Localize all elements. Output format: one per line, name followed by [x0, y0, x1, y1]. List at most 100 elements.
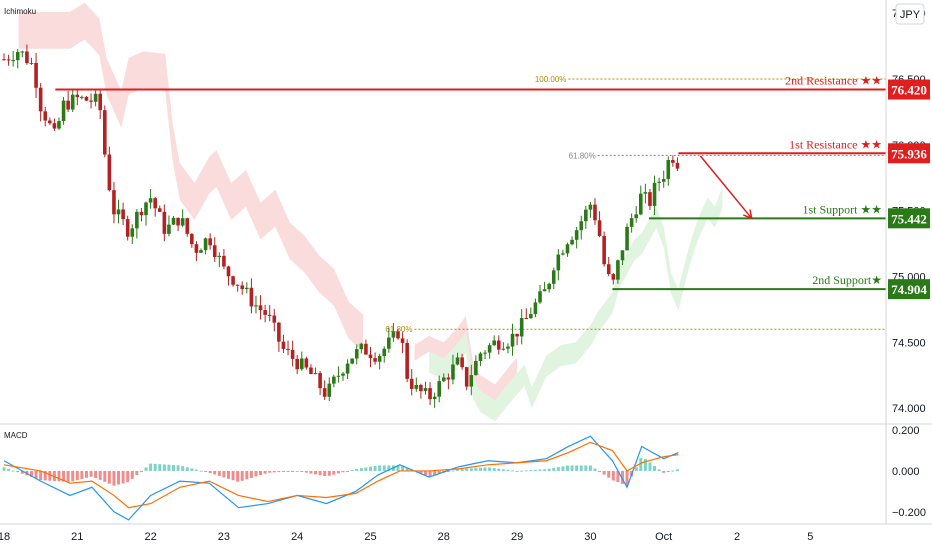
projection-arrow: [699, 155, 753, 220]
level-badge: [888, 79, 930, 100]
candle-body: [222, 255, 226, 267]
candle-body: [556, 254, 561, 271]
time-axis[interactable]: 18 21 22 23 24 25 28 29 30 Oct 2 5: [0, 531, 813, 543]
currency-badge[interactable]: JPY: [900, 9, 921, 21]
macd-histogram-bar: [437, 470, 441, 474]
candle-body: [139, 211, 144, 216]
macd-histogram-bar: [369, 466, 372, 471]
macd-histogram-bar: [456, 469, 460, 471]
candle-body: [373, 358, 377, 362]
macd-histogram-bar: [483, 467, 487, 471]
candle-body: [561, 253, 565, 255]
candle-body: [157, 208, 162, 212]
macd-histogram-bar: [648, 462, 652, 471]
macd-histogram-bar: [245, 470, 249, 480]
candle-body: [602, 235, 606, 265]
macd-histogram-bar: [231, 470, 235, 481]
candle-body: [423, 388, 428, 392]
macd-histogram-bar: [634, 467, 638, 471]
candle-body: [671, 160, 675, 163]
indicator-label[interactable]: Ichimoku: [4, 7, 36, 16]
macd-histogram-bar: [478, 467, 482, 471]
arrow-head: [743, 209, 753, 220]
macd-histogram-bar: [226, 470, 230, 479]
time-tick-label: Oct: [655, 531, 672, 543]
macd-histogram-bar: [263, 470, 267, 474]
macd-histogram-bar: [240, 470, 244, 481]
macd-histogram-bar: [158, 464, 162, 471]
candle-body: [286, 348, 290, 350]
candle-body: [611, 274, 616, 280]
candle-body: [267, 314, 272, 316]
macd-histogram-bar: [543, 469, 547, 471]
candle-body: [322, 388, 327, 397]
candle-body: [510, 333, 515, 347]
macd-histogram-bar: [488, 467, 492, 471]
candle-body: [43, 111, 48, 121]
level-name: 1st Resistance ★★: [789, 137, 882, 151]
candle-body: [290, 349, 295, 359]
candle-body: [235, 284, 240, 286]
macd-histogram-bar: [593, 468, 597, 471]
candle-body: [538, 291, 542, 303]
candle-body: [501, 348, 506, 350]
macd-histogram-bar: [533, 469, 537, 471]
candle-body: [25, 51, 29, 64]
level-badge: [888, 279, 930, 300]
macd-histogram-bar: [236, 470, 240, 482]
macd-histogram-bar: [538, 469, 542, 471]
macd-histogram-bar: [657, 469, 661, 471]
macd-histogram-bar: [451, 470, 455, 472]
candle-body: [57, 121, 61, 129]
candle-body: [634, 214, 639, 219]
candle-body: [66, 100, 70, 110]
candle-body: [70, 94, 75, 110]
candle-body: [409, 378, 414, 389]
macd-histogram-bar: [350, 470, 354, 472]
candle-body: [116, 209, 121, 215]
candle-body: [162, 211, 167, 234]
candle-body: [98, 93, 103, 111]
macd-histogram-bar: [52, 470, 56, 481]
candle-body: [309, 367, 313, 375]
candle-body: [432, 396, 437, 400]
candle-body: [199, 250, 203, 253]
candle-body: [299, 358, 304, 370]
candle-body: [496, 340, 501, 350]
macd-histogram-bar: [259, 470, 263, 476]
candle-body: [240, 285, 245, 289]
macd-histogram-bar: [43, 470, 47, 481]
macd-label[interactable]: MACD: [4, 431, 28, 440]
candle-body: [675, 162, 680, 169]
macd-histogram-bar: [492, 468, 496, 471]
candle-body: [354, 349, 359, 359]
candle-body: [281, 341, 286, 349]
macd-line: [3, 435, 679, 521]
macd-histogram-bar: [346, 470, 350, 472]
candle-body: [277, 322, 281, 342]
macd-histogram-bar: [556, 467, 560, 471]
macd-histogram-bar: [327, 470, 331, 476]
candle-body: [359, 343, 364, 350]
currency-badge-box[interactable]: [895, 3, 925, 25]
candle-body: [20, 51, 25, 53]
macd-histogram-bar: [666, 470, 670, 472]
macd-histogram-bar: [433, 470, 437, 476]
macd-histogram-bar: [584, 465, 588, 471]
candle-body: [212, 245, 217, 258]
macd-histogram-bar: [217, 470, 221, 476]
time-tick-label: 28: [438, 531, 450, 543]
macd-histogram-bar: [552, 467, 556, 471]
candle-body: [121, 209, 125, 220]
candle-body: [112, 190, 116, 215]
candle-body: [107, 154, 112, 191]
candle-body: [652, 182, 657, 206]
cloud-bullish: [429, 186, 723, 422]
candle-body: [231, 276, 235, 285]
macd-histogram-bar: [565, 465, 569, 471]
candle-body: [15, 52, 20, 61]
candle-body: [84, 96, 89, 101]
candle-body: [29, 62, 34, 64]
macd-histogram-bar: [520, 470, 524, 472]
macd-histogram-bar: [575, 465, 579, 471]
